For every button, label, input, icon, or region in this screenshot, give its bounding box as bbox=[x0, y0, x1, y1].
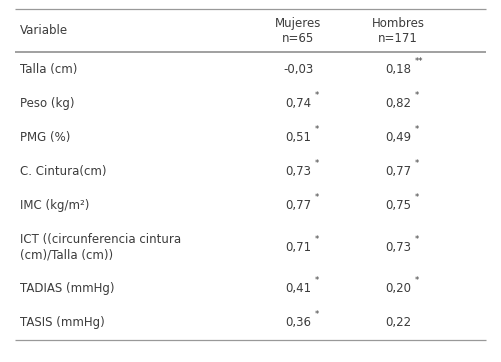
Text: 0,71: 0,71 bbox=[285, 241, 311, 253]
Text: Peso (kg): Peso (kg) bbox=[20, 97, 75, 110]
Text: 0,74: 0,74 bbox=[285, 97, 311, 110]
Text: Mujeres
n=65: Mujeres n=65 bbox=[275, 17, 321, 45]
Text: *: * bbox=[315, 235, 319, 244]
Text: *: * bbox=[315, 125, 319, 134]
Text: **: ** bbox=[415, 57, 423, 66]
Text: *: * bbox=[315, 159, 319, 168]
Text: 0,20: 0,20 bbox=[385, 282, 411, 295]
Text: Hombres
n=171: Hombres n=171 bbox=[372, 17, 425, 45]
Text: *: * bbox=[415, 91, 419, 100]
Text: 0,51: 0,51 bbox=[285, 131, 311, 144]
Text: 0,73: 0,73 bbox=[285, 165, 311, 178]
Text: C. Cintura(cm): C. Cintura(cm) bbox=[20, 165, 107, 178]
Text: Talla (cm): Talla (cm) bbox=[20, 63, 78, 76]
Text: *: * bbox=[415, 193, 419, 202]
Text: 0,77: 0,77 bbox=[385, 165, 411, 178]
Text: TADIAS (mmHg): TADIAS (mmHg) bbox=[20, 282, 115, 295]
Text: 0,18: 0,18 bbox=[385, 63, 411, 76]
Text: TASIS (mmHg): TASIS (mmHg) bbox=[20, 316, 105, 329]
Text: ICT ((circunferencia cintura
(cm)/Talla (cm)): ICT ((circunferencia cintura (cm)/Talla … bbox=[20, 233, 181, 261]
Text: *: * bbox=[415, 159, 419, 168]
Text: *: * bbox=[415, 235, 419, 244]
Text: *: * bbox=[415, 125, 419, 134]
Text: IMC (kg/m²): IMC (kg/m²) bbox=[20, 199, 89, 212]
Text: 0,73: 0,73 bbox=[385, 241, 411, 253]
Text: *: * bbox=[315, 193, 319, 202]
Text: *: * bbox=[415, 276, 419, 285]
Text: Variable: Variable bbox=[20, 24, 68, 37]
Text: 0,77: 0,77 bbox=[285, 199, 311, 212]
Text: 0,49: 0,49 bbox=[385, 131, 411, 144]
Text: 0,82: 0,82 bbox=[385, 97, 411, 110]
Text: *: * bbox=[315, 310, 319, 319]
Text: 0,36: 0,36 bbox=[285, 316, 311, 329]
Text: 0,75: 0,75 bbox=[385, 199, 411, 212]
Text: *: * bbox=[315, 91, 319, 100]
Text: 0,41: 0,41 bbox=[285, 282, 311, 295]
Text: *: * bbox=[315, 276, 319, 285]
Text: 0,22: 0,22 bbox=[385, 316, 411, 329]
Text: PMG (%): PMG (%) bbox=[20, 131, 71, 144]
Text: -0,03: -0,03 bbox=[283, 63, 313, 76]
